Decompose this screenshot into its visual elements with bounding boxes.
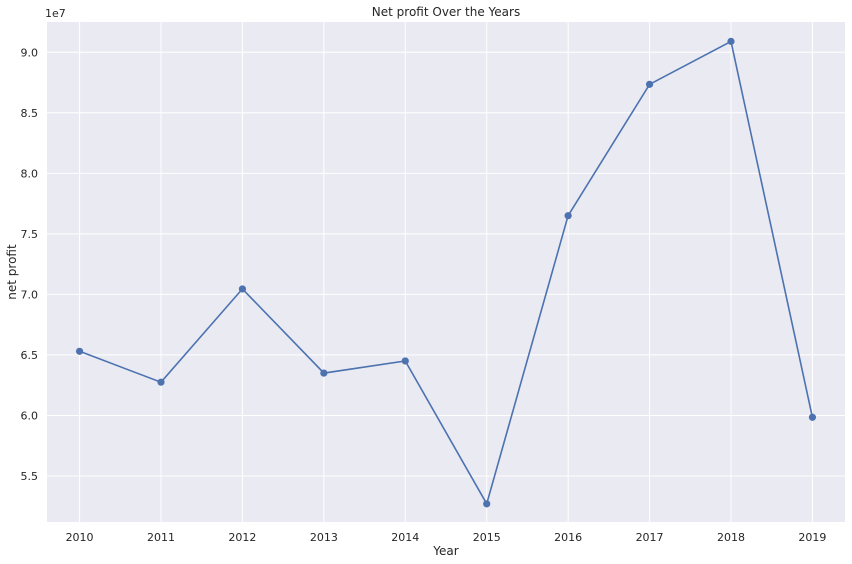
data-point xyxy=(401,357,409,365)
y-tick-label: 6.5 xyxy=(21,349,39,362)
plot-area xyxy=(47,22,845,522)
x-tick-label: 2012 xyxy=(228,531,256,544)
data-point xyxy=(320,369,328,377)
x-axis-ticks: 2010 2011 2012 2013 2014 2015 2016 2017 2018 2019 xyxy=(66,531,827,544)
data-point xyxy=(564,212,572,220)
series-line xyxy=(79,40,814,506)
data-point xyxy=(238,285,247,293)
x-tick-label: 2013 xyxy=(310,531,338,544)
y-tick-label: 7.0 xyxy=(21,288,39,301)
y-axis-offset-label: 1e7 xyxy=(45,7,66,20)
data-point xyxy=(727,37,735,45)
data-point xyxy=(808,413,817,421)
chart-title: Net profit Over the Years xyxy=(372,5,520,19)
x-tick-label: 2019 xyxy=(798,531,826,544)
y-tick-label: 8.0 xyxy=(21,167,39,180)
x-tick-label: 2018 xyxy=(717,531,745,544)
y-tick-label: 7.5 xyxy=(21,228,39,241)
x-tick-label: 2016 xyxy=(554,531,582,544)
x-tick-label: 2010 xyxy=(66,531,94,544)
data-point xyxy=(483,500,491,508)
y-tick-label: 8.5 xyxy=(21,107,39,120)
y-tick-label: 9.0 xyxy=(21,46,39,59)
x-tick-label: 2015 xyxy=(473,531,501,544)
y-tick-label: 5.5 xyxy=(21,470,39,483)
data-point xyxy=(75,347,84,355)
x-axis-label: Year xyxy=(432,544,458,558)
y-axis-label: net profit xyxy=(5,244,19,300)
data-point xyxy=(157,378,165,386)
x-tick-label: 2017 xyxy=(636,531,664,544)
y-axis-ticks: 5.5 6.0 6.5 7.0 7.5 8.0 8.5 9.0 xyxy=(21,46,39,483)
x-tick-label: 2014 xyxy=(391,531,419,544)
x-tick-label: 2011 xyxy=(147,531,175,544)
y-tick-label: 6.0 xyxy=(21,409,39,422)
series-net-profit xyxy=(75,37,817,508)
data-point xyxy=(645,80,654,88)
grid-lines xyxy=(47,22,845,522)
